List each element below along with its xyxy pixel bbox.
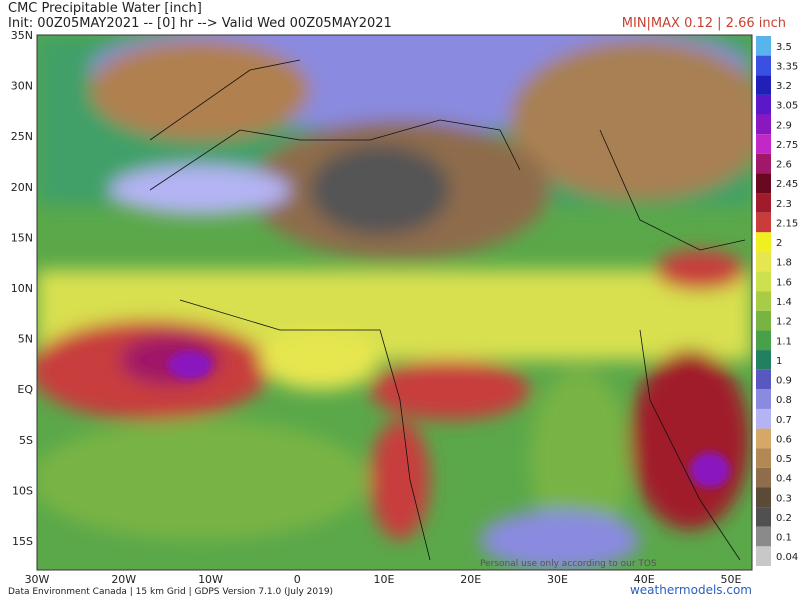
footer-source: Data Environment Canada | 15 km Grid | G… xyxy=(8,587,333,597)
lon-label: 20E xyxy=(460,573,481,586)
colorbar-swatch xyxy=(756,310,771,331)
colorbar-label: 1.4 xyxy=(776,297,792,308)
colorbar-swatch xyxy=(756,428,771,449)
colorbar-label: 3.5 xyxy=(776,42,792,53)
colorbar-label: 1 xyxy=(776,356,782,367)
lon-label: 30E xyxy=(547,573,568,586)
notice: Personal use only according to our TOS xyxy=(480,559,657,569)
colorbar-swatch xyxy=(756,369,771,390)
colorbar-label: 0.04 xyxy=(776,552,798,563)
lon-label: 20W xyxy=(111,573,136,586)
colorbar-swatch xyxy=(756,251,771,272)
lon-label: 50E xyxy=(721,573,742,586)
lat-label: 10N xyxy=(11,282,33,295)
colorbar-label: 1.8 xyxy=(776,258,792,269)
colorbar-swatch xyxy=(756,55,771,76)
colorbar-swatch xyxy=(756,271,771,292)
colorbar-label: 3.2 xyxy=(776,81,792,92)
colorbar-label: 0.9 xyxy=(776,376,792,387)
lat-label: 10S xyxy=(12,484,33,497)
colorbar-label: 1.6 xyxy=(776,277,792,288)
colorbar-swatch xyxy=(756,212,771,233)
colorbar-swatch xyxy=(756,193,771,213)
colorbar-swatch xyxy=(756,526,771,547)
colorbar-label: 3.05 xyxy=(776,101,798,112)
colorbar-label: 0.7 xyxy=(776,415,792,426)
lon-label: 40E xyxy=(634,573,655,586)
colorbar-swatch xyxy=(756,448,771,468)
lon-label: 30W xyxy=(25,573,50,586)
colorbar-label: 2.3 xyxy=(776,199,792,210)
colorbar-label: 2.75 xyxy=(776,140,798,151)
lat-label: 5S xyxy=(19,434,33,447)
colorbar-label: 2.9 xyxy=(776,120,792,131)
lon-label: 0 xyxy=(294,573,301,586)
init-line: Init: 00Z05MAY2021 -- [0] hr --> Valid W… xyxy=(8,16,392,31)
min-max: MIN|MAX 0.12 | 2.66 inch xyxy=(622,16,786,31)
colorbar-swatch xyxy=(756,232,771,252)
colorbar-label: 0.1 xyxy=(776,533,792,544)
lat-label: 5N xyxy=(18,333,33,346)
colorbar-label: 2 xyxy=(776,238,782,249)
colorbar-swatch xyxy=(756,389,771,409)
title: CMC Precipitable Water [inch] xyxy=(8,1,202,16)
colorbar-swatch xyxy=(756,134,771,154)
colorbar-label: 0.6 xyxy=(776,434,792,445)
colorbar-swatch xyxy=(756,291,771,311)
colorbar-label: 0.2 xyxy=(776,513,792,524)
colorbar-label: 3.35 xyxy=(776,61,798,72)
colorbar-swatch xyxy=(756,546,771,566)
colorbar-label: 2.15 xyxy=(776,218,798,229)
colorbar-swatch xyxy=(756,330,771,351)
colorbar-label: 2.45 xyxy=(776,179,798,190)
colorbar-swatch xyxy=(756,507,771,527)
lat-label: 20N xyxy=(11,181,33,194)
colorbar-label: 0.4 xyxy=(776,474,792,485)
lat-label: 15N xyxy=(11,231,33,244)
map-frame xyxy=(36,34,753,571)
colorbar-swatch xyxy=(756,153,771,174)
colorbar-label: 1.2 xyxy=(776,317,792,328)
brand: weathermodels.com xyxy=(630,583,752,597)
colorbar-label: 0.8 xyxy=(776,395,792,406)
lat-label: 25N xyxy=(11,130,33,143)
colorbar-swatch xyxy=(756,173,771,194)
lat-label: EQ xyxy=(17,383,33,396)
colorbar-swatch xyxy=(756,75,771,95)
lon-label: 10E xyxy=(374,573,395,586)
colorbar-swatch xyxy=(756,94,771,115)
lat-label: 15S xyxy=(12,535,33,548)
colorbar-swatch xyxy=(756,114,771,135)
colorbar-label: 1.1 xyxy=(776,336,792,347)
lat-label: 35N xyxy=(11,29,33,42)
colorbar-label: 2.6 xyxy=(776,160,792,171)
lon-label: 10W xyxy=(198,573,223,586)
colorbar-label: 0.3 xyxy=(776,493,792,504)
colorbar-label: 0.5 xyxy=(776,454,792,465)
colorbar-swatch xyxy=(756,36,771,56)
colorbar-swatch xyxy=(756,408,771,429)
map-field xyxy=(37,35,752,570)
colorbar-swatch xyxy=(756,350,771,370)
colorbar-swatch xyxy=(756,487,771,508)
colorbar-swatch xyxy=(756,467,771,488)
lat-label: 30N xyxy=(11,80,33,93)
